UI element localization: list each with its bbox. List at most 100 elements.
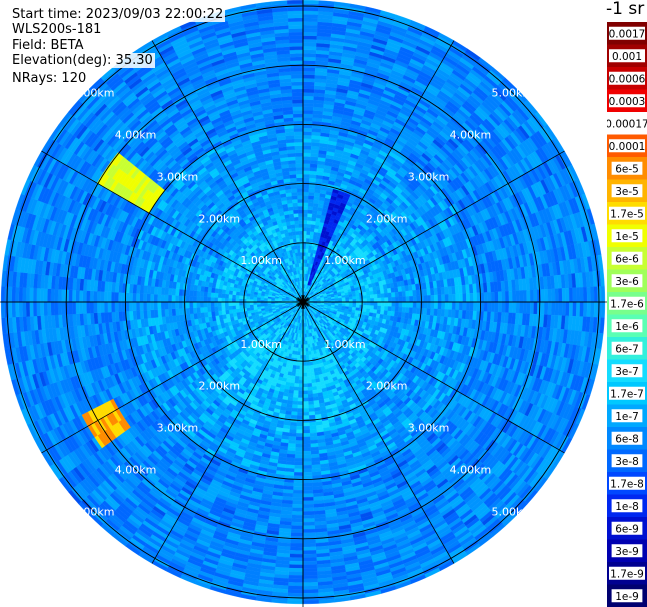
data-cell [377, 301, 382, 307]
data-cell [558, 301, 563, 316]
data-cell [430, 301, 435, 310]
data-cell [307, 213, 313, 218]
data-cell [423, 301, 428, 309]
data-cell [309, 167, 318, 172]
data-cell [363, 298, 368, 303]
data-cell [302, 106, 314, 111]
data-cell [302, 113, 314, 118]
data-cell [422, 308, 428, 316]
data-cell [359, 295, 364, 300]
data-cell [302, 152, 311, 157]
data-cell [430, 308, 435, 316]
data-cell [302, 177, 310, 182]
data-cell [302, 248, 306, 253]
data-cell [391, 301, 396, 307]
data-cell [441, 301, 446, 310]
data-cell [568, 287, 574, 303]
data-cell [302, 230, 307, 235]
data-cell [302, 17, 319, 22]
data-cell [302, 39, 317, 44]
data-cell [415, 307, 421, 315]
data-cell [369, 290, 374, 296]
data-cell [302, 159, 311, 164]
data-cell [307, 386, 313, 391]
data-cell [302, 53, 317, 58]
data-cell [302, 60, 316, 65]
data-cell [416, 295, 421, 303]
data-cell [398, 291, 403, 298]
data-cell [302, 7, 319, 12]
data-cell [365, 291, 371, 296]
data-cell [306, 365, 311, 370]
data-cell [305, 245, 310, 250]
data-cell [433, 308, 438, 317]
data-cell [352, 296, 357, 300]
data-cell [307, 206, 314, 211]
data-cell [302, 149, 312, 154]
data-cell [377, 293, 382, 299]
data-cell [505, 291, 510, 303]
data-cell [405, 296, 410, 303]
data-cell [302, 63, 316, 69]
data-cell [302, 10, 319, 15]
data-cell [405, 307, 410, 314]
data-cell [304, 337, 308, 342]
data-cell [568, 301, 574, 317]
data-cell [302, 202, 309, 207]
data-cell [558, 288, 563, 303]
data-cell [302, 81, 315, 86]
data-cell [458, 301, 463, 311]
data-cell [487, 291, 492, 303]
data-cell [508, 290, 513, 303]
data-cell [593, 301, 598, 318]
data-cell [412, 289, 417, 297]
data-cell [302, 74, 316, 79]
data-cell [544, 301, 549, 315]
data-cell [451, 301, 456, 311]
data-cell [345, 297, 350, 300]
data-cell [309, 174, 317, 179]
data-cell [307, 383, 313, 388]
data-cell [359, 301, 364, 306]
data-cell [473, 292, 478, 303]
data-cell [600, 286, 606, 303]
data-cell [579, 287, 584, 303]
data-cell [338, 297, 343, 301]
data-cell [355, 295, 360, 300]
data-cell [307, 216, 313, 221]
data-cell [307, 393, 314, 398]
data-cell [302, 195, 309, 200]
data-cell [405, 290, 410, 297]
data-cell [533, 301, 538, 315]
data-cell [394, 291, 399, 298]
data-cell [437, 308, 442, 317]
data-cell [341, 297, 346, 301]
data-cell [311, 220, 316, 225]
data-cell [302, 95, 314, 100]
data-cell [395, 301, 400, 308]
data-cell [308, 198, 314, 204]
data-cell [554, 288, 559, 303]
data-cell [408, 307, 414, 314]
data-cell [305, 344, 308, 349]
data-cell [430, 294, 435, 303]
data-cell [306, 372, 311, 377]
data-cell [309, 177, 317, 183]
data-cell [369, 305, 375, 310]
data-cell [309, 421, 317, 427]
data-cell [373, 301, 378, 307]
data-cell [405, 301, 410, 308]
data-cell [309, 368, 315, 373]
data-cell [305, 354, 310, 359]
data-cell [302, 21, 318, 26]
data-cell [384, 297, 389, 303]
data-cell [377, 305, 382, 311]
data-cell [387, 297, 392, 303]
data-cell [377, 297, 382, 303]
data-cell [302, 145, 312, 150]
data-cell [387, 301, 392, 307]
data-cell [494, 301, 499, 313]
data-cell [490, 301, 495, 313]
data-cell [306, 379, 312, 384]
data-cell [565, 287, 570, 303]
